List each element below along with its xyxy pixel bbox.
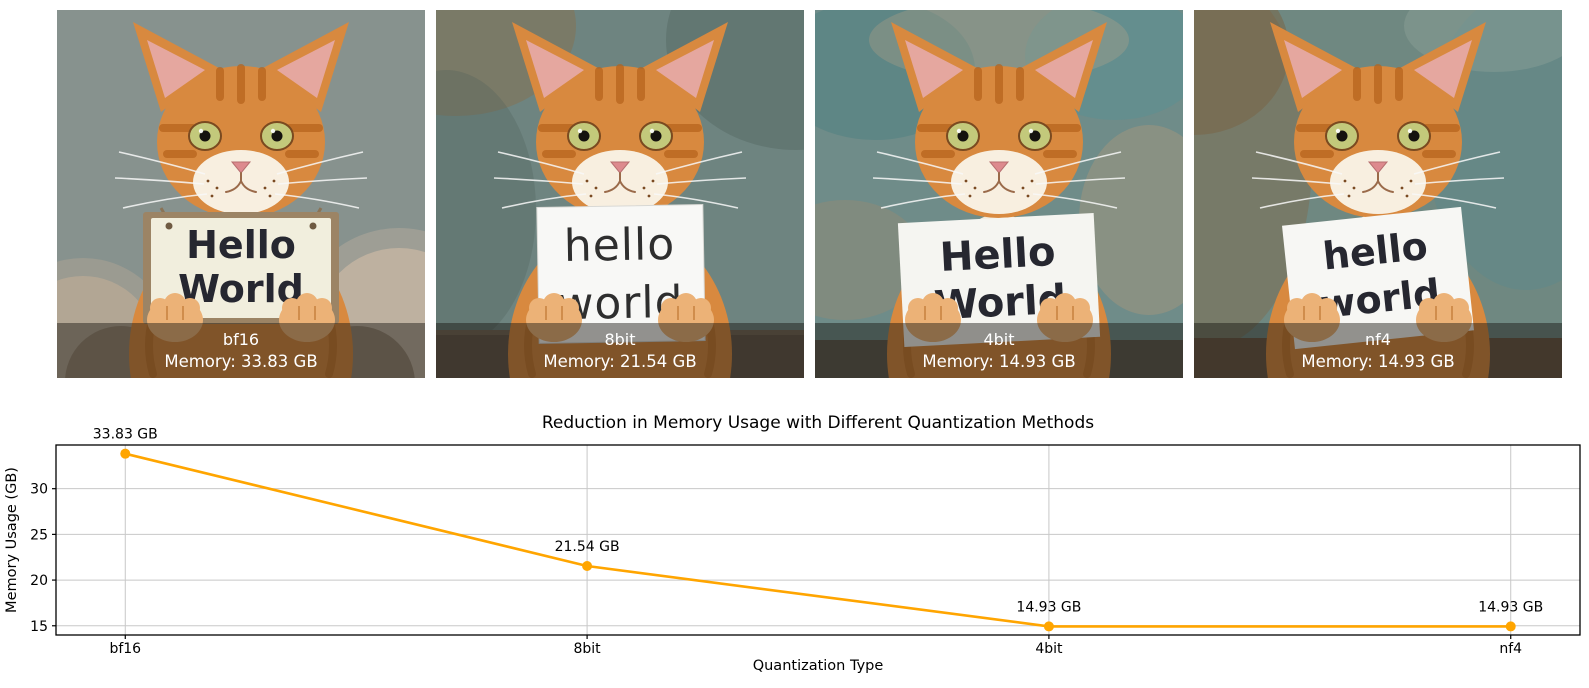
caption-method: nf4 (1365, 329, 1391, 349)
panel-4bit: Hello World 4bit Memory: 14.93 GB (815, 10, 1183, 378)
point-label: 21.54 GB (555, 539, 620, 555)
panel-nf4: hello world nf4 Memory: 14.93 GB (1194, 10, 1562, 378)
data-point (120, 448, 131, 459)
caption-overlay: 8bit Memory: 21.54 GB (436, 323, 804, 378)
sign-board: Hello World (143, 207, 339, 324)
caption-memory: Memory: 21.54 GB (543, 351, 697, 371)
data-point (1505, 621, 1516, 632)
data-point (1043, 621, 1054, 632)
point-label: 14.93 GB (1478, 599, 1543, 615)
cat-photo-4bit: Hello World (815, 10, 1183, 378)
cat-photo-8bit: hello world (436, 10, 804, 378)
caption-method: 8bit (604, 329, 636, 349)
panel-8bit: hello world 8bit Memory: 21.54 GB (436, 10, 804, 378)
plot-frame (55, 444, 1581, 636)
cat-photo-bf16: Hello World (57, 10, 425, 378)
caption-method: bf16 (222, 329, 260, 349)
caption-method: 4bit (983, 329, 1015, 349)
ytick-label: 25 (30, 527, 48, 543)
cat-photo-nf4: hello world (1194, 10, 1562, 378)
panel-bf16: Hello World bf16 Memory: 33.83 GB (57, 10, 425, 378)
ytick-label: 30 (30, 482, 48, 498)
chart-title: Reduction in Memory Usage with Different… (542, 413, 1094, 433)
xtick-label: 8bit (573, 641, 601, 657)
data-point (582, 561, 593, 572)
memory-line (124, 452, 1511, 628)
memory-usage-chart: 15 20 25 30 bf16 8bit 4bit nf4 33.83 GB 21.54 GB 1… (4, 413, 1581, 674)
y-axis-label: Memory Usage (GB) (4, 467, 20, 613)
caption-memory: Memory: 33.83 GB (164, 351, 318, 371)
sign-text-line2: World (178, 267, 304, 311)
xtick-label: bf16 (109, 641, 141, 657)
caption-overlay: bf16 Memory: 33.83 GB (57, 323, 425, 378)
caption-memory: Memory: 14.93 GB (922, 351, 1076, 371)
xtick-label: 4bit (1035, 641, 1063, 657)
sign-text-line1: hello (563, 219, 675, 272)
sign-text-line1: Hello (186, 223, 296, 267)
caption-overlay: 4bit Memory: 14.93 GB (815, 323, 1183, 378)
ytick-label: 15 (30, 619, 48, 635)
point-label: 33.83 GB (93, 427, 158, 443)
sign-text-line1: hello (1321, 224, 1430, 279)
x-axis-label: Quantization Type (753, 658, 884, 674)
sign-text-line1: Hello (939, 229, 1057, 281)
xtick-label: nf4 (1499, 641, 1522, 657)
point-label: 14.93 GB (1016, 599, 1081, 615)
caption-memory: Memory: 14.93 GB (1301, 351, 1455, 371)
caption-overlay: nf4 Memory: 14.93 GB (1194, 323, 1562, 378)
ytick-label: 20 (30, 573, 48, 589)
